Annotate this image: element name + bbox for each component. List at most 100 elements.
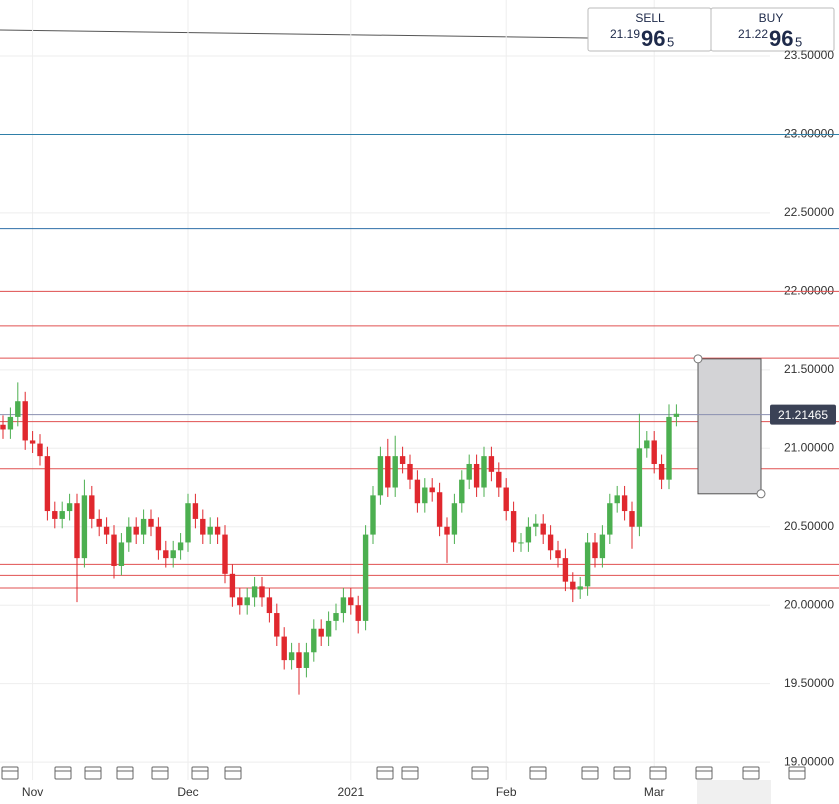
candle-body xyxy=(592,542,598,559)
calendar-icon xyxy=(1,766,19,780)
y-tick-label: 22.00000 xyxy=(784,284,834,298)
candle-body xyxy=(333,613,339,621)
candle-body xyxy=(15,401,21,417)
candle-body xyxy=(103,526,110,535)
candle-body xyxy=(311,628,317,653)
candle-body xyxy=(503,487,509,512)
candle-body xyxy=(340,597,347,614)
candle-body xyxy=(570,581,576,590)
x-tick-label: Feb xyxy=(496,785,517,799)
y-tick-label: 21.50000 xyxy=(784,362,834,376)
candle-body xyxy=(644,440,650,449)
y-tick-label: 20.50000 xyxy=(784,519,834,533)
candle-body xyxy=(673,413,680,417)
candle-body xyxy=(414,479,421,504)
candle-body xyxy=(133,526,139,535)
sell-price: 21.19 xyxy=(610,27,640,41)
y-tick-label: 21.00000 xyxy=(784,440,834,454)
x-tick-label: Mar xyxy=(644,785,665,799)
y-tick-label: 19.50000 xyxy=(784,676,834,690)
buy-price: 21.22 xyxy=(738,27,768,41)
calendar-icon xyxy=(742,766,760,780)
calendar-icon xyxy=(84,766,102,780)
calendar-icon xyxy=(401,766,419,780)
candle-body xyxy=(74,503,80,559)
candle-body xyxy=(488,456,495,472)
candle-body xyxy=(355,605,361,621)
candle-body xyxy=(466,463,472,480)
candle-body xyxy=(533,523,539,527)
calendar-icon xyxy=(649,766,667,780)
candle-body xyxy=(118,542,125,566)
candle-body xyxy=(651,440,657,464)
candle-body xyxy=(370,495,376,535)
buy-button[interactable] xyxy=(710,7,835,52)
candle-body xyxy=(192,503,199,519)
calendar-icon xyxy=(224,766,242,780)
candle-body xyxy=(422,487,428,504)
candle-body xyxy=(44,456,51,512)
candle-body xyxy=(81,495,88,559)
sell-big: 96 xyxy=(641,26,665,51)
axis-highlight xyxy=(697,780,771,804)
candle-body xyxy=(163,550,169,559)
candle-body xyxy=(155,526,162,551)
candle-body xyxy=(510,511,517,543)
candle-body xyxy=(222,534,228,574)
y-tick-label: 23.50000 xyxy=(784,48,834,62)
candle-body xyxy=(37,443,43,457)
candle-body xyxy=(244,597,250,606)
candle-body xyxy=(599,534,606,559)
candle-body xyxy=(111,534,117,566)
calendar-icon xyxy=(151,766,169,780)
candle-body xyxy=(621,495,628,512)
sell-box[interactable]: SELL 21.19 96 5 xyxy=(587,7,712,52)
buy-label: BUY xyxy=(759,11,784,25)
candle-body xyxy=(214,526,221,535)
candle-body xyxy=(518,542,524,544)
calendar-icon xyxy=(581,766,599,780)
candle-body xyxy=(658,463,665,480)
y-tick-label: 22.50000 xyxy=(784,205,834,219)
x-tick-label: 2021 xyxy=(337,785,364,799)
candle-body xyxy=(436,492,443,527)
candle-body xyxy=(52,511,58,519)
candle-body xyxy=(377,456,384,496)
candle-body xyxy=(177,542,184,551)
candle-body xyxy=(185,503,191,543)
candle-body xyxy=(89,495,95,519)
candle-body xyxy=(303,652,310,668)
candle-body xyxy=(170,550,176,559)
calendar-icon xyxy=(613,766,631,780)
calendar-icon xyxy=(54,766,72,780)
candle-body xyxy=(29,440,36,444)
candle-body xyxy=(392,456,398,488)
candle-body xyxy=(666,416,672,480)
candle-body xyxy=(444,526,450,535)
candle-body xyxy=(66,503,73,512)
buy-box[interactable]: BUY 21.22 96 5 xyxy=(710,7,835,52)
candle-body xyxy=(525,526,532,543)
candle-body xyxy=(148,518,154,527)
candle-body xyxy=(555,550,561,559)
candle-body xyxy=(407,463,413,480)
candle-body xyxy=(348,597,354,606)
y-tick-label: 23.00000 xyxy=(784,127,834,141)
x-tick-label: Nov xyxy=(22,785,43,799)
candle-body xyxy=(629,511,635,527)
candle-body xyxy=(636,448,643,527)
sell-small: 5 xyxy=(667,34,674,49)
candle-body xyxy=(59,511,65,519)
candle-body xyxy=(540,523,546,535)
candle-body xyxy=(584,542,591,587)
candle-body xyxy=(429,487,435,493)
calendar-icon xyxy=(376,766,394,780)
candle-body xyxy=(547,534,554,551)
current-price-box xyxy=(770,404,836,425)
sell-label: SELL xyxy=(635,11,665,25)
current-price-label: 21.21465 xyxy=(778,408,828,422)
y-tick-label: 19.00000 xyxy=(784,754,834,768)
zone-handle xyxy=(693,354,703,364)
candle-body xyxy=(296,652,302,668)
candle-body xyxy=(607,503,613,535)
